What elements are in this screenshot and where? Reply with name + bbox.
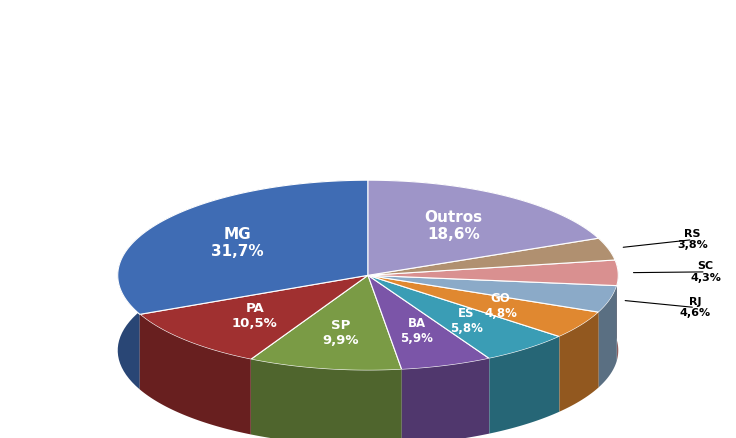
Text: RS
3,8%: RS 3,8% [677,229,708,251]
Polygon shape [368,276,559,358]
Polygon shape [598,238,615,335]
Polygon shape [368,238,615,276]
Polygon shape [368,276,617,312]
Text: ES
5,8%: ES 5,8% [450,307,483,335]
Text: SC
4,3%: SC 4,3% [690,261,721,283]
Polygon shape [368,180,598,313]
Polygon shape [368,260,618,286]
Polygon shape [140,314,251,434]
Text: BA
5,9%: BA 5,9% [400,317,434,345]
Text: Outros
18,6%: Outros 18,6% [425,210,483,242]
Polygon shape [615,260,618,361]
Polygon shape [118,180,368,314]
Polygon shape [118,180,368,389]
Polygon shape [251,276,402,371]
Polygon shape [251,359,402,438]
Polygon shape [489,336,559,434]
Text: PA
10,5%: PA 10,5% [232,302,277,330]
Polygon shape [368,276,599,336]
Polygon shape [368,276,489,370]
Text: RJ
4,6%: RJ 4,6% [679,297,711,318]
Text: MG
31,7%: MG 31,7% [211,227,264,259]
Polygon shape [402,358,489,438]
Polygon shape [140,276,368,359]
Text: GO
4,8%: GO 4,8% [484,292,517,320]
Text: SP
9,9%: SP 9,9% [322,319,359,347]
Polygon shape [599,286,617,387]
Polygon shape [368,180,598,276]
Polygon shape [559,312,599,412]
